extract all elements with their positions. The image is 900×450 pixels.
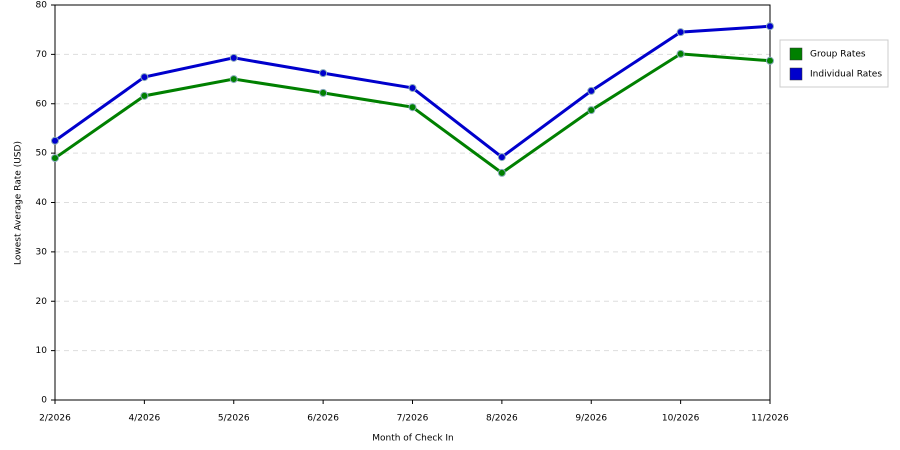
x-tick-label: 8/2026: [486, 414, 518, 424]
x-tick-label: 4/2026: [129, 414, 161, 424]
legend-swatch: [789, 67, 803, 81]
y-tick-label: 0: [41, 396, 47, 406]
x-tick-label: 6/2026: [307, 414, 339, 424]
x-tick-label: 9/2026: [575, 414, 607, 424]
y-axis-label: Lowest Average Rate (USD): [14, 141, 24, 265]
data-point: [408, 103, 417, 112]
data-point: [229, 53, 238, 62]
y-tick-label: 20: [36, 297, 48, 307]
data-point: [229, 75, 238, 84]
x-tick-label: 11/2026: [751, 414, 789, 424]
x-tick-label: 7/2026: [397, 414, 429, 424]
data-point: [51, 136, 59, 145]
legend-label: Individual Rates: [810, 70, 882, 80]
y-tick-label: 40: [36, 198, 48, 208]
y-tick-label: 80: [36, 1, 48, 11]
data-point: [676, 49, 685, 58]
data-point: [319, 69, 328, 78]
y-tick-label: 70: [36, 50, 48, 60]
legend-label: Group Rates: [810, 50, 866, 60]
data-point: [587, 106, 596, 115]
data-point: [51, 154, 59, 163]
x-tick-label: 2/2026: [39, 414, 71, 424]
x-axis-label: Month of Check In: [372, 434, 454, 444]
data-point: [408, 83, 417, 92]
data-point: [766, 22, 774, 31]
data-point: [766, 56, 774, 65]
y-tick-label: 60: [36, 99, 48, 109]
y-tick-label: 50: [36, 149, 48, 159]
legend-swatch: [789, 47, 803, 61]
data-point: [140, 91, 149, 100]
data-point: [140, 73, 149, 82]
data-point: [319, 88, 328, 97]
y-tick-label: 30: [36, 247, 48, 257]
data-point: [497, 153, 506, 162]
data-point: [587, 86, 596, 95]
data-point: [497, 168, 506, 177]
x-tick-label: 5/2026: [218, 414, 250, 424]
x-tick-label: 10/2026: [662, 414, 700, 424]
y-tick-label: 10: [36, 346, 48, 356]
data-point: [676, 28, 685, 37]
